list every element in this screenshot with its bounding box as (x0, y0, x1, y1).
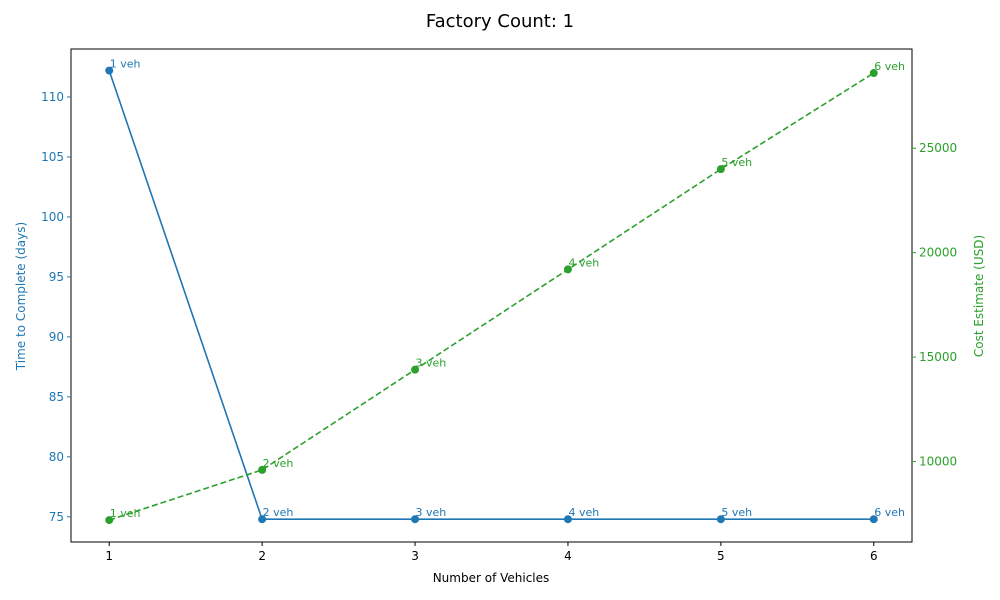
left-y-tick-label: 110 (41, 90, 64, 104)
plot-frame (70, 48, 913, 543)
series-2-line (108, 72, 875, 521)
x-tick-label: 3 (411, 549, 419, 563)
series-2-point-label: 5 veh (721, 156, 752, 169)
series-2-point-label: 4 veh (568, 256, 599, 269)
right-y-tick-label: 25000 (919, 141, 957, 155)
series-1-point (411, 515, 420, 524)
left-y-tick-label: 100 (41, 210, 64, 224)
series-2-point-label: 3 veh (416, 357, 447, 370)
left-y-tick-label: 90 (49, 330, 64, 344)
series-1-point-label: 4 veh (568, 506, 599, 519)
left-y-tick-label: 75 (49, 510, 64, 524)
series-1-line (108, 70, 874, 521)
right-y-tick-label: 10000 (919, 455, 957, 469)
series-2-point (869, 69, 878, 78)
x-tick-label: 6 (870, 549, 878, 563)
series-2-point-label: 2 veh (263, 457, 294, 470)
axes: 1 2 3 4 5 6 75 80 85 90 95 100 105 110 10000 15000 20000… (41, 48, 957, 563)
left-y-tick-label: 80 (49, 450, 64, 464)
series-1-point-label: 2 veh (263, 506, 294, 519)
series-1-point-label: 5 veh (721, 506, 752, 519)
series-1-point (258, 515, 267, 524)
x-tick-label: 2 (258, 549, 266, 563)
series-1-point-label: 3 veh (416, 506, 447, 519)
x-tick-label: 5 (717, 549, 725, 563)
left-y-tick-label: 105 (41, 150, 64, 164)
right-axis-title: Cost Estimate (USD) (972, 235, 986, 357)
series-1-point (716, 515, 725, 524)
right-y-tick-label: 15000 (919, 350, 957, 364)
series-2-point-label: 6 veh (874, 60, 905, 73)
right-y-tick-label: 20000 (919, 246, 957, 260)
plot-area: 1 veh 2 veh 3 veh 4 veh 5 veh 6 veh 1 veh 2 veh… (105, 58, 905, 525)
series-1-point-label: 6 veh (874, 506, 905, 519)
left-y-tick-label: 95 (49, 270, 64, 284)
series-2-point (258, 465, 267, 474)
series-2-point (716, 165, 725, 174)
left-axis-title: Time to Complete (days) (14, 222, 28, 371)
chart-title: Factory Count: 1 (426, 11, 574, 32)
x-tick-label: 1 (105, 549, 113, 563)
x-axis-title: Number of Vehicles (433, 571, 550, 585)
left-y-tick-label: 85 (49, 390, 64, 404)
series-1-point (563, 515, 572, 524)
series-1-point (105, 66, 114, 75)
x-tick-label: 4 (564, 549, 572, 563)
series-2-point-label: 1 veh (110, 507, 141, 520)
series-2-point (105, 516, 114, 525)
series-1-point-label: 1 veh (110, 58, 141, 71)
series-2-point (563, 265, 572, 274)
series-1-point (869, 515, 878, 524)
series-2-point (411, 365, 420, 374)
